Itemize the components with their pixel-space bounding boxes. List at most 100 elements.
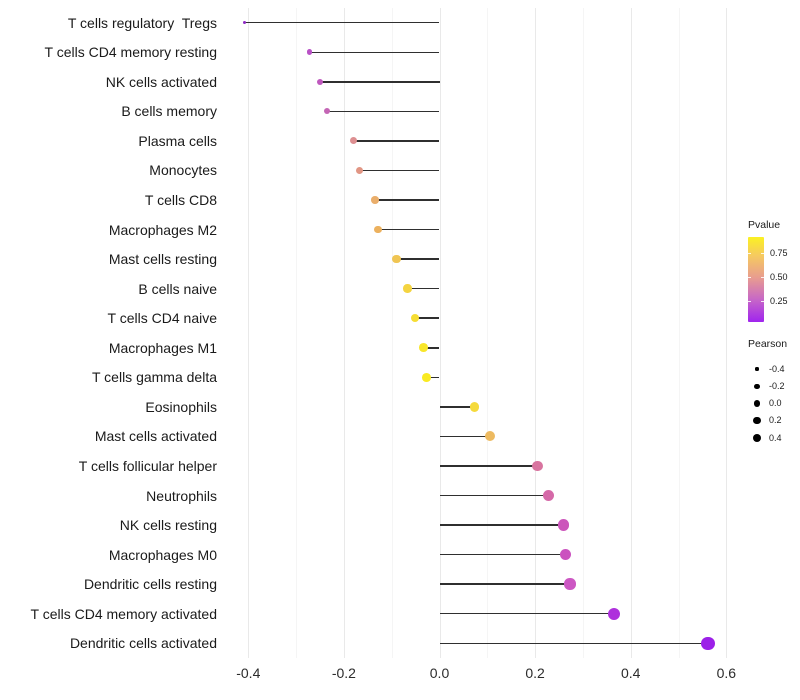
lollipop-dot: [542, 490, 554, 501]
category-label: Mast cells resting: [108, 251, 217, 268]
category-label: Macrophages M1: [108, 339, 217, 356]
category-label: T cells gamma delta: [91, 369, 217, 386]
lollipop-stem: [439, 406, 475, 408]
category-label: Plasma cells: [138, 132, 217, 149]
lollipop-dot: [532, 460, 543, 472]
lollipop-dot: [418, 343, 428, 353]
pvalue-legend-label: 0.25: [770, 295, 788, 306]
pearson-legend-dot: [754, 383, 760, 390]
category-label: Dendritic cells resting: [83, 576, 217, 593]
lollipop-stem: [423, 347, 440, 349]
x-tick-label: 0.0: [429, 665, 450, 681]
lollipop-dot: [701, 636, 715, 650]
lollipop-stem: [439, 642, 709, 644]
category-label: Neutrophils: [146, 487, 217, 504]
lollipop-stem: [320, 81, 440, 83]
lollipop-dot: [557, 519, 569, 531]
lollipop-stem: [439, 465, 538, 467]
minor-gridline: [678, 8, 680, 658]
category-label: Macrophages M2: [108, 221, 217, 238]
lollipop-dot: [374, 225, 382, 234]
pvalue-legend-title: Pvalue: [748, 219, 781, 231]
lollipop-dot: [485, 431, 496, 442]
category-label: Dendritic cells activated: [69, 635, 217, 652]
lollipop-stem: [407, 287, 440, 290]
lollipop-dot: [403, 284, 412, 293]
pearson-legend-dot: [752, 433, 762, 443]
pvalue-legend-label: 0.75: [770, 247, 788, 258]
major-gridline: [726, 8, 728, 658]
pvalue-bar-tick: [761, 253, 764, 254]
lollipop-stem: [415, 317, 440, 319]
category-label: NK cells resting: [119, 517, 217, 534]
major-gridline: [439, 8, 441, 658]
lollipop-dot: [355, 166, 363, 175]
lollipop-dot: [410, 313, 420, 323]
pvalue-bar-tick: [748, 301, 751, 302]
pearson-legend-dot: [755, 367, 759, 371]
lollipop-dot: [349, 137, 357, 145]
pvalue-legend-label: 0.50: [770, 271, 788, 282]
pvalue-bar-tick: [748, 253, 751, 254]
category-label: B cells naive: [138, 280, 217, 297]
category-label: Macrophages M0: [108, 546, 217, 563]
lollipop-stem: [359, 169, 440, 172]
lollipop-stem: [309, 51, 440, 53]
plot-panel: [220, 8, 736, 658]
category-label: Eosinophils: [145, 398, 217, 415]
lollipop-dot: [559, 548, 571, 561]
lollipop-dot: [564, 578, 576, 590]
lollipop-dot: [243, 21, 247, 25]
x-tick-label: -0.4: [236, 665, 261, 681]
minor-gridline: [296, 8, 298, 658]
lollipop-stem: [244, 21, 440, 24]
pearson-legend-label: 0.4: [769, 432, 782, 443]
major-gridline: [343, 8, 345, 658]
pvalue-bar-tick: [761, 277, 764, 278]
lollipop-dot: [316, 78, 324, 85]
lollipop-dot: [324, 108, 331, 115]
category-label: NK cells activated: [105, 73, 217, 90]
lollipop-dot: [607, 607, 620, 620]
pearson-legend-label: 0.0: [769, 398, 782, 408]
pearson-legend-title: Pearson: [748, 338, 788, 350]
lollipop-dot: [422, 372, 431, 382]
major-gridline: [248, 8, 250, 658]
pearson-legend-label: -0.4: [769, 363, 785, 374]
pearson-legend-label: 0.2: [769, 415, 782, 425]
category-label: Mast cells activated: [94, 428, 217, 445]
lollipop-stem: [374, 199, 440, 201]
category-label: T cells follicular helper: [78, 457, 217, 474]
pearson-legend-dot: [753, 400, 761, 407]
lollipop-stem: [439, 494, 549, 497]
x-tick-label: 0.4: [620, 665, 641, 681]
minor-gridline: [391, 8, 393, 658]
lollipop-stem: [439, 583, 570, 585]
category-label: T cells CD4 memory activated: [30, 605, 217, 622]
lollipop-stem: [377, 228, 440, 231]
category-label: B cells memory: [121, 103, 217, 120]
lollipop-stem: [353, 140, 440, 142]
lollipop-stem: [439, 524, 564, 526]
lollipop-stem: [426, 376, 440, 379]
category-label: T cells CD8: [144, 192, 217, 208]
category-label: Monocytes: [149, 162, 217, 179]
category-label: T cells CD4 naive: [107, 310, 217, 327]
major-gridline: [535, 8, 537, 658]
minor-gridline: [582, 8, 584, 658]
x-tick-label: -0.2: [331, 665, 356, 681]
x-tick-label: 0.6: [716, 665, 737, 681]
category-label: T cells regulatory Tregs: [67, 14, 217, 31]
lollipop-dot: [306, 49, 313, 56]
pvalue-bar-tick: [748, 277, 751, 278]
pearson-legend-label: -0.2: [769, 381, 785, 391]
major-gridline: [630, 8, 632, 658]
pvalue-gradient-bar: [748, 237, 764, 322]
pearson-legend-dot: [753, 416, 761, 425]
lollipop-stem: [439, 435, 491, 438]
lollipop-stem: [439, 612, 614, 615]
lollipop-dot: [392, 255, 401, 264]
lollipop-dot: [371, 196, 379, 204]
category-label: T cells CD4 memory resting: [44, 44, 217, 61]
